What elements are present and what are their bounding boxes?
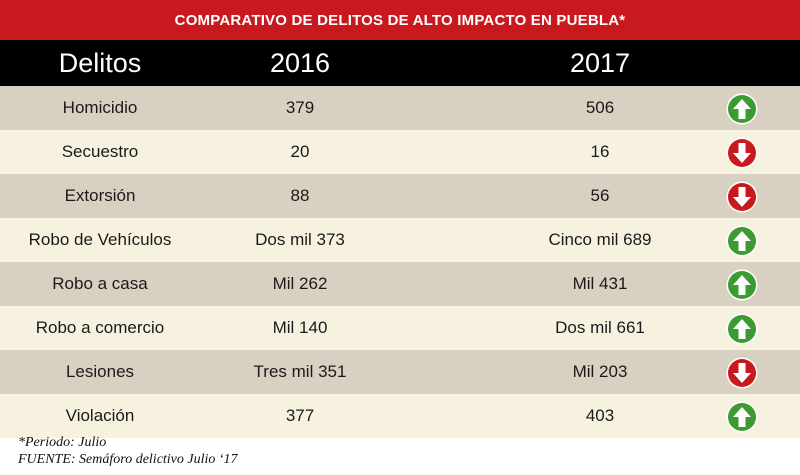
- value-2016-cell: 377: [285, 406, 315, 425]
- value-2017-cell: Dos mil 661: [555, 318, 645, 337]
- arrow-up-icon: [726, 313, 758, 345]
- table-row: Violación 377 403: [0, 394, 800, 438]
- value-2016-cell: 379: [285, 98, 315, 117]
- chart-title: COMPARATIVO DE DELITOS DE ALTO IMPACTO E…: [174, 11, 626, 29]
- value-2017-cell: Mil 431: [572, 274, 628, 293]
- arrow-up-icon: [726, 269, 758, 301]
- delito-cell: Robo a casa: [52, 274, 148, 293]
- footnotes: *Periodo: Julio FUENTE: Semáforo delicti…: [18, 434, 238, 468]
- footnote-source: FUENTE: Semáforo delictivo Julio ‘17: [18, 452, 238, 467]
- arrow-down-icon: [726, 357, 758, 389]
- table-row: Robo a casa Mil 262 Mil 431: [0, 262, 800, 306]
- value-2017-cell: 403: [585, 406, 615, 425]
- table-row: Robo de Vehículos Dos mil 373 Cinco mil 68…: [0, 218, 800, 262]
- value-2017-cell: Cinco mil 689: [548, 230, 652, 249]
- value-2017-cell: 16: [590, 142, 610, 161]
- arrow-up-icon: [726, 225, 758, 257]
- table-row: Homicidio 379 506: [0, 86, 800, 130]
- value-2017-cell: Mil 203: [572, 362, 628, 381]
- delito-cell: Homicidio: [62, 98, 138, 117]
- table-row: Lesiones Tres mil 351 Mil 203: [0, 350, 800, 394]
- arrow-down-icon: [726, 137, 758, 169]
- value-2016-cell: Mil 140: [272, 318, 328, 337]
- delito-cell: Robo de Vehículos: [28, 230, 172, 249]
- value-2016-cell: 88: [290, 186, 310, 205]
- footnote-period: *Periodo: Julio: [18, 435, 107, 450]
- value-2016-cell: Mil 262: [272, 274, 328, 293]
- value-2017-cell: 506: [585, 98, 615, 117]
- value-2017-cell: 56: [590, 186, 610, 205]
- table-header: Delitos 2016 2017: [0, 40, 800, 86]
- arrow-down-icon: [726, 181, 758, 213]
- table-row: Robo a comercio Mil 140 Dos mil 661: [0, 306, 800, 350]
- delito-cell: Violación: [65, 406, 135, 425]
- table-row: Extorsión 88 56: [0, 174, 800, 218]
- delito-cell: Extorsión: [64, 186, 136, 205]
- value-2016-cell: Tres mil 351: [253, 362, 347, 381]
- value-2016-cell: Dos mil 373: [255, 230, 345, 249]
- header-2017: 2017: [569, 48, 631, 78]
- delito-cell: Robo a comercio: [35, 318, 165, 337]
- header-2016: 2016: [269, 48, 331, 78]
- header-delitos: Delitos: [58, 48, 142, 78]
- value-2016-cell: 20: [290, 142, 310, 161]
- arrow-up-icon: [726, 93, 758, 125]
- delito-cell: Lesiones: [65, 362, 135, 381]
- arrow-up-icon: [726, 401, 758, 433]
- title-bar: COMPARATIVO DE DELITOS DE ALTO IMPACTO E…: [0, 0, 800, 40]
- delito-cell: Secuestro: [61, 142, 139, 161]
- table-row: Secuestro 20 16: [0, 130, 800, 174]
